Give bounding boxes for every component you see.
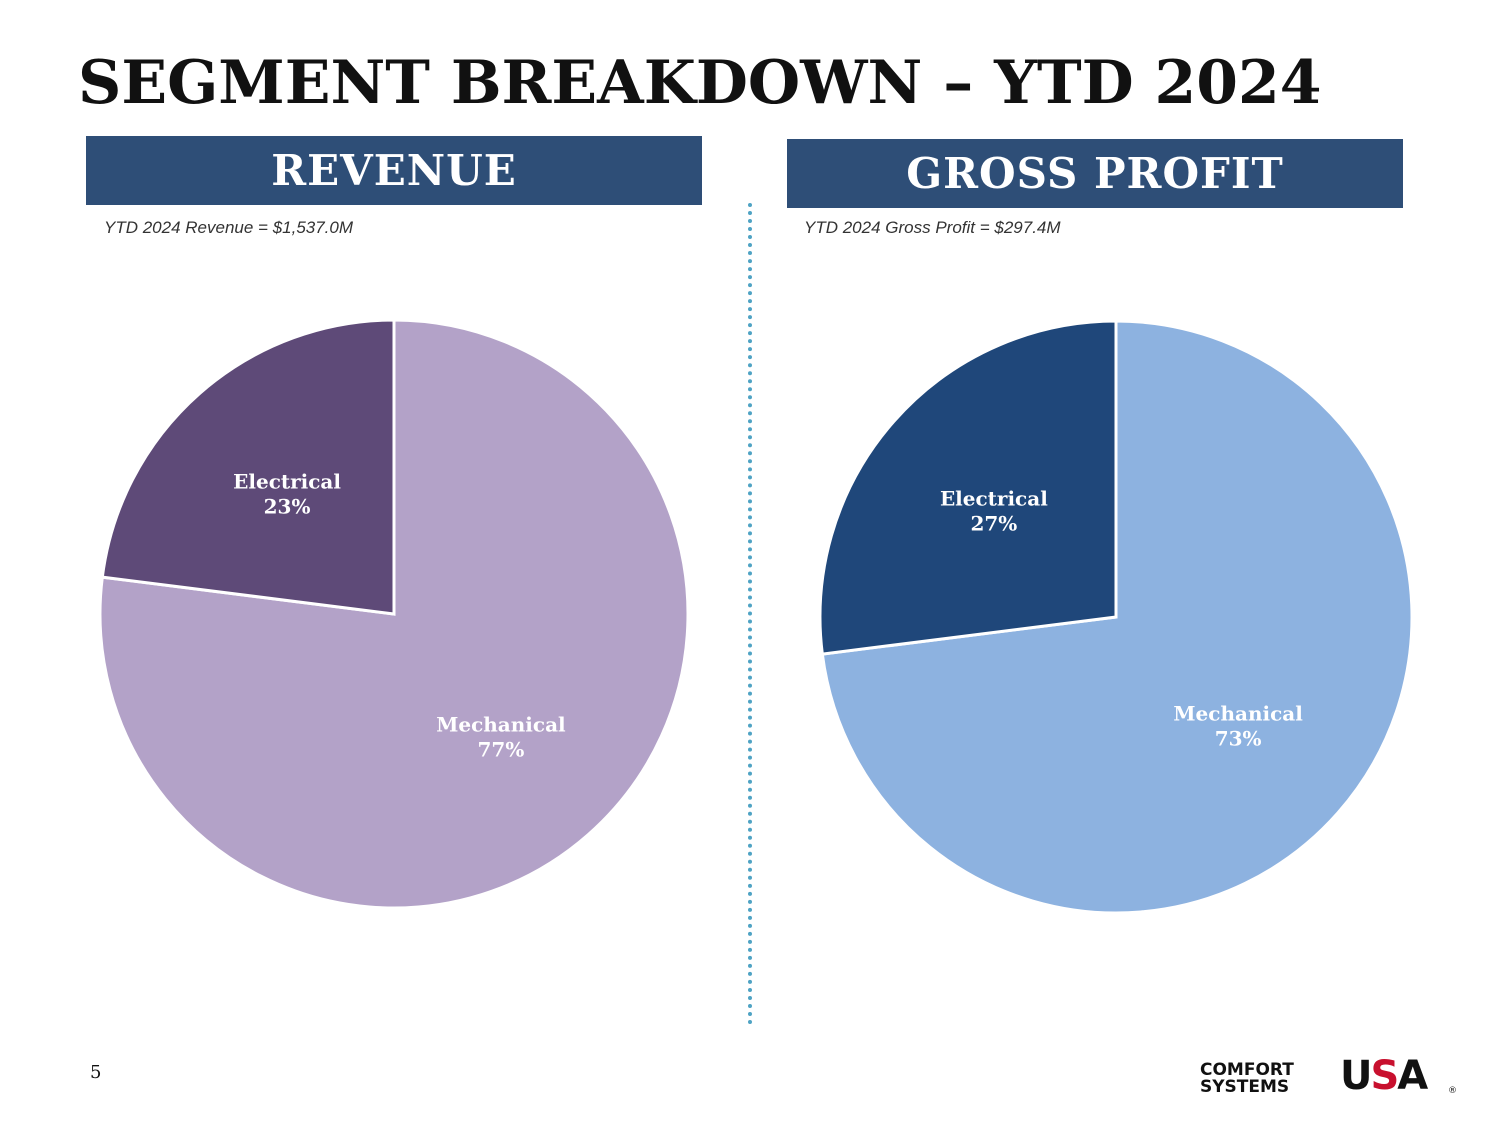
gross-profit-slice-label-electrical: Electrical	[940, 486, 1048, 510]
page-title: SEGMENT BREAKDOWN – YTD 2024	[78, 48, 1322, 118]
revenue-header: REVENUE	[86, 136, 702, 205]
revenue-slice-value-electrical: 23%	[264, 495, 311, 519]
logo-registered-mark: ®	[1448, 1086, 1457, 1096]
logo-usa: USA	[1340, 1053, 1428, 1099]
logo-usa-s: S	[1370, 1053, 1399, 1099]
page-number: 5	[90, 1062, 102, 1083]
logo-usa-u: U	[1340, 1053, 1373, 1099]
section-divider	[748, 203, 752, 1025]
gross-profit-slice-label-mechanical: Mechanical	[1173, 702, 1303, 726]
revenue-slice-value-mechanical: 77%	[478, 737, 525, 761]
revenue-subtitle: YTD 2024 Revenue = $1,537.0M	[104, 218, 354, 237]
revenue-slice-label-electrical: Electrical	[233, 470, 341, 494]
logo-usa-a: A	[1397, 1053, 1428, 1099]
gross-profit-slice-electrical	[818, 319, 1118, 656]
gross-profit-slice-value-electrical: 27%	[970, 511, 1017, 535]
company-logo: COMFORT SYSTEMS USA ®	[1200, 1054, 1460, 1108]
gross-profit-header: GROSS PROFIT	[787, 139, 1403, 208]
logo-line-1: COMFORT	[1200, 1060, 1294, 1080]
gross-profit-subtitle: YTD 2024 Gross Profit = $297.4M	[804, 218, 1061, 237]
gross-profit-slice-value-mechanical: 73%	[1215, 727, 1262, 751]
logo-line-2: SYSTEMS	[1200, 1077, 1290, 1097]
revenue-slice-electrical	[100, 318, 396, 616]
revenue-slice-label-mechanical: Mechanical	[436, 712, 566, 736]
logo-wordmark: COMFORT SYSTEMS	[1200, 1062, 1294, 1096]
